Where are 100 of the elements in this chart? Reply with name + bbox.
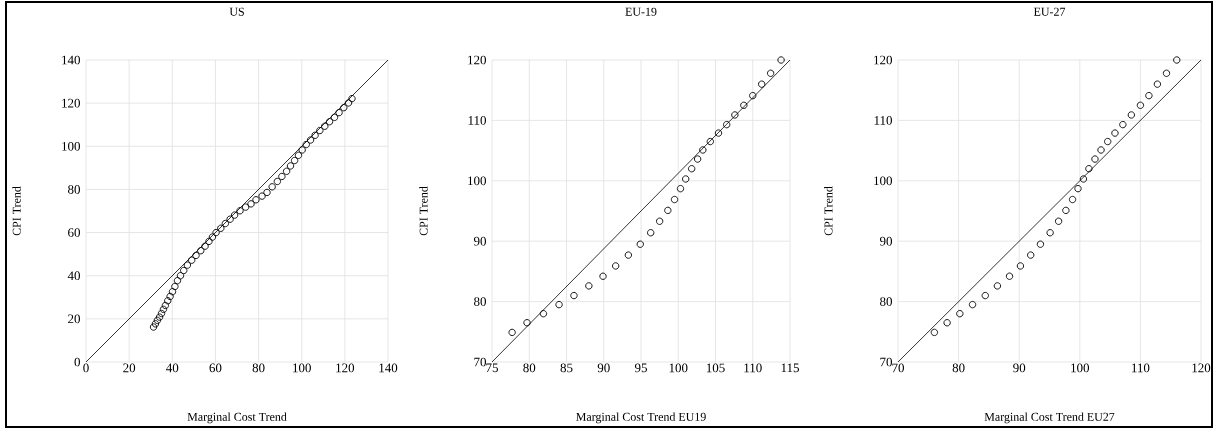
y-tick-label: 90 <box>879 236 893 246</box>
point <box>247 200 255 208</box>
point <box>294 151 303 159</box>
point <box>151 320 160 328</box>
x-tick-label: 90 <box>597 363 610 373</box>
point <box>930 328 939 337</box>
y-tick-label: 100 <box>874 176 892 186</box>
point <box>166 292 174 301</box>
x-axis-title: Marginal Cost Trend <box>187 412 287 424</box>
point <box>290 156 299 165</box>
point <box>766 69 775 77</box>
point <box>1145 91 1153 100</box>
y-tick-label: 90 <box>473 236 486 246</box>
point <box>168 288 177 296</box>
x-tick-label: 100 <box>293 363 311 373</box>
point <box>230 211 239 219</box>
point <box>1005 272 1014 280</box>
point <box>316 126 324 135</box>
point <box>348 94 356 103</box>
point <box>330 113 339 122</box>
point <box>1104 137 1112 146</box>
y-tick-label: 80 <box>474 297 486 306</box>
point <box>539 310 548 318</box>
x-tick-label: 110 <box>1132 363 1150 373</box>
x-tick-label: 120 <box>1192 363 1211 373</box>
x-tick-label: 0 <box>83 363 89 373</box>
point <box>1111 129 1119 137</box>
x-tick-label: 90 <box>1013 363 1026 373</box>
point <box>258 192 266 200</box>
x-tick-label: 20 <box>123 363 136 373</box>
point <box>241 203 250 211</box>
point <box>176 272 185 280</box>
point <box>636 240 644 248</box>
point <box>758 80 766 88</box>
point <box>714 129 723 137</box>
point <box>1027 251 1035 259</box>
y-tick-label: 80 <box>880 297 893 306</box>
point <box>981 291 989 300</box>
point <box>201 242 209 250</box>
point <box>263 188 271 197</box>
point <box>749 91 757 100</box>
y-tick-label: 40 <box>67 271 80 281</box>
point <box>311 131 319 139</box>
x-tick-label: 95 <box>634 363 647 373</box>
point <box>302 140 310 149</box>
point <box>1054 217 1063 225</box>
point <box>655 217 664 225</box>
x-tick-label: 140 <box>379 363 398 373</box>
point <box>740 101 748 109</box>
point <box>236 207 244 215</box>
point <box>335 108 343 117</box>
point <box>1127 111 1135 119</box>
point <box>682 175 690 183</box>
point <box>731 111 739 119</box>
y-axis-title: CPI Trend <box>419 186 428 236</box>
point <box>171 282 179 291</box>
point <box>226 215 234 223</box>
point <box>1097 146 1105 154</box>
point <box>159 305 168 314</box>
point <box>599 272 607 280</box>
point <box>221 219 230 228</box>
chart-title: US <box>229 7 244 16</box>
point <box>1016 262 1025 270</box>
point <box>699 146 707 154</box>
y-tick-label: 110 <box>874 116 893 125</box>
point <box>1162 69 1171 77</box>
point <box>340 104 348 112</box>
point <box>688 165 696 173</box>
point <box>1036 240 1045 248</box>
point <box>212 228 220 237</box>
point <box>344 99 353 107</box>
point <box>523 319 531 327</box>
chart-title: EU-19 <box>625 7 657 16</box>
point <box>585 282 593 290</box>
point <box>1091 155 1099 163</box>
point <box>252 196 260 204</box>
point <box>183 261 192 269</box>
point <box>278 172 286 181</box>
y-tick-label: 120 <box>468 55 486 65</box>
point <box>943 319 951 327</box>
x-axis-title: Marginal Cost Trend EU19 <box>576 412 706 424</box>
y-tick-label: 100 <box>62 141 80 151</box>
point <box>612 262 620 270</box>
point <box>157 309 166 318</box>
point <box>664 206 672 215</box>
point <box>321 122 329 130</box>
point <box>1079 175 1088 183</box>
y-tick-label: 120 <box>874 55 892 65</box>
x-tick-label: 80 <box>523 363 536 373</box>
point <box>1068 195 1077 204</box>
point <box>1153 80 1162 88</box>
chart-title: EU-27 <box>1033 7 1066 16</box>
point <box>1085 165 1093 173</box>
point <box>1136 101 1145 109</box>
x-tick-label: 105 <box>706 363 725 373</box>
x-tick-label: 80 <box>252 363 265 373</box>
point <box>647 229 655 237</box>
y-tick-label: 110 <box>468 116 486 125</box>
x-tick-label: 60 <box>209 363 222 373</box>
point <box>180 266 188 275</box>
